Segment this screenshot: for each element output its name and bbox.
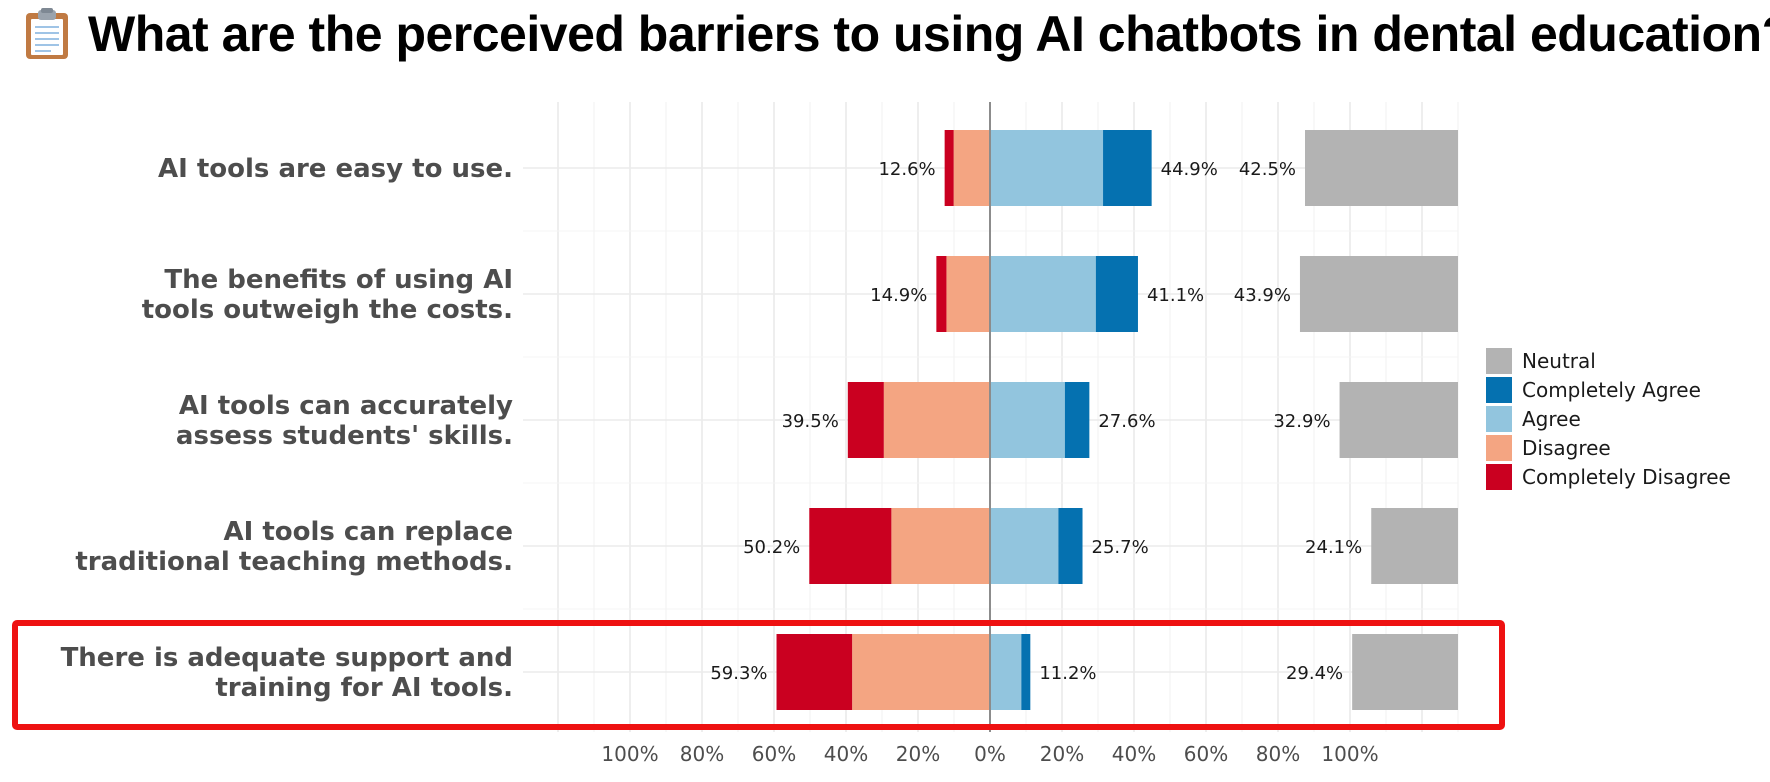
label-disagree-total: 39.5% xyxy=(782,411,839,432)
legend-entry: Completely Agree xyxy=(1522,378,1701,402)
bar-neutral xyxy=(1299,256,1458,332)
label-agree-total: 25.7% xyxy=(1092,537,1149,558)
x-tick-label: 40% xyxy=(824,742,868,766)
label-disagree-total: 50.2% xyxy=(743,537,800,558)
x-tick-label: 100% xyxy=(1321,742,1378,766)
bar-completely-disagree xyxy=(936,256,947,332)
category-label: assess students' skills. xyxy=(176,421,513,451)
x-tick-label: 100% xyxy=(601,742,658,766)
legend-swatch xyxy=(1486,348,1512,374)
category-label: tools outweigh the costs. xyxy=(142,295,513,325)
bar-agree xyxy=(990,382,1065,458)
bar-completely-agree xyxy=(1103,130,1152,206)
bar-disagree xyxy=(953,130,990,206)
label-neutral: 24.1% xyxy=(1305,537,1362,558)
bar-completely-disagree xyxy=(847,382,884,458)
legend-swatch xyxy=(1486,435,1512,461)
label-neutral: 42.5% xyxy=(1239,159,1296,180)
category-label: The benefits of using AI xyxy=(164,265,513,295)
highlight-box xyxy=(12,620,1505,730)
bar-disagree xyxy=(891,508,990,584)
bar-completely-agree xyxy=(1064,382,1090,458)
label-neutral: 43.9% xyxy=(1234,285,1291,306)
legend-swatch xyxy=(1486,377,1512,403)
x-tick-label: 40% xyxy=(1112,742,1156,766)
bar-disagree xyxy=(883,382,990,458)
bar-agree xyxy=(990,130,1104,206)
x-tick-label: 60% xyxy=(752,742,796,766)
bar-agree xyxy=(990,634,1022,710)
bar-neutral xyxy=(1352,634,1458,710)
bar-neutral xyxy=(1305,130,1458,206)
category-label: training for AI tools. xyxy=(215,673,513,703)
bar-disagree xyxy=(852,634,990,710)
label-agree-total: 11.2% xyxy=(1039,663,1096,684)
bars-layer xyxy=(776,130,1458,710)
bar-neutral xyxy=(1339,382,1458,458)
bar-agree xyxy=(990,508,1059,584)
x-tick-label: 0% xyxy=(974,742,1006,766)
bar-completely-agree xyxy=(1021,634,1031,710)
legend-swatch xyxy=(1486,464,1512,490)
label-disagree-total: 59.3% xyxy=(710,663,767,684)
label-disagree-total: 14.9% xyxy=(870,285,927,306)
chart-title: What are the perceived barriers to using… xyxy=(24,2,1770,66)
bar-completely-disagree xyxy=(776,634,853,710)
label-agree-total: 27.6% xyxy=(1098,411,1155,432)
bar-completely-agree xyxy=(1058,508,1083,584)
x-tick-label: 80% xyxy=(680,742,724,766)
bar-completely-disagree xyxy=(809,508,892,584)
chart-title-text: What are the perceived barriers to using… xyxy=(88,6,1770,62)
legend-entry: Completely Disagree xyxy=(1522,465,1731,489)
category-label: AI tools can accurately xyxy=(179,391,513,421)
label-agree-total: 41.1% xyxy=(1147,285,1204,306)
labels-layer: 12.6% 44.9% 42.5% AI tools are easy to use.… xyxy=(61,154,1363,703)
bar-completely-agree xyxy=(1095,256,1138,332)
highlight-layer xyxy=(12,620,1505,730)
legend-entry: Disagree xyxy=(1522,436,1611,460)
category-label: There is adequate support and xyxy=(61,643,513,673)
label-neutral: 32.9% xyxy=(1273,411,1330,432)
x-tick-label: 80% xyxy=(1256,742,1300,766)
bar-agree xyxy=(990,256,1096,332)
bar-completely-disagree xyxy=(944,130,954,206)
category-label: AI tools are easy to use. xyxy=(158,154,513,184)
bar-disagree xyxy=(946,256,990,332)
bar-neutral xyxy=(1371,508,1458,584)
label-neutral: 29.4% xyxy=(1286,663,1343,684)
category-label: AI tools can replace xyxy=(223,517,513,547)
legend-entry: Agree xyxy=(1522,407,1581,431)
label-agree-total: 44.9% xyxy=(1161,159,1218,180)
legend-entry: Neutral xyxy=(1522,349,1596,373)
label-disagree-total: 12.6% xyxy=(878,159,935,180)
x-tick-label: 60% xyxy=(1184,742,1228,766)
category-label: traditional teaching methods. xyxy=(75,547,513,577)
axis-layer: 100% 80% 60% 40% 20% 0% 20% 40% 60% 80% 100% xyxy=(601,102,1379,766)
x-tick-label: 20% xyxy=(1040,742,1084,766)
legend-swatch xyxy=(1486,406,1512,432)
legend: Neutral Completely Agree Agree Disagree Comp… xyxy=(1486,348,1731,490)
x-tick-label: 20% xyxy=(896,742,940,766)
clipboard-icon xyxy=(26,8,68,59)
